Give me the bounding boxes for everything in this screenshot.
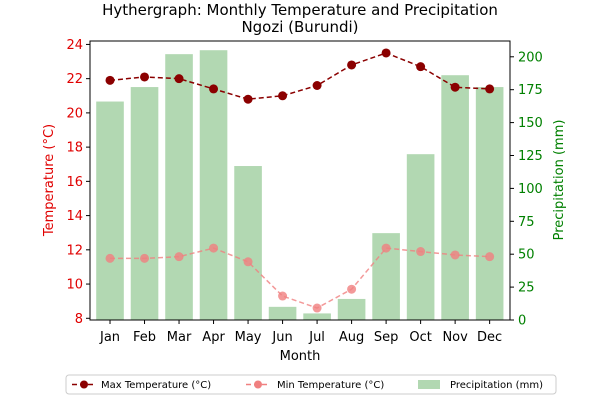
legend-min-label: Min Temperature (°C) <box>277 380 384 391</box>
x-tick-label: Mar <box>167 330 192 345</box>
x-tick-label: Oct <box>409 330 431 345</box>
min-temp-line <box>110 247 490 309</box>
max-temp-point <box>450 82 460 92</box>
y-axis-right-label: Precipitation (mm) <box>552 120 567 241</box>
min-temp-point <box>140 253 150 263</box>
y-right-tick-label: 125 <box>518 149 543 164</box>
max-temp-point <box>381 48 391 58</box>
x-tick-label: May <box>235 330 262 345</box>
temperature-lines <box>105 48 495 313</box>
y-left-tick-label: 10 <box>66 278 83 293</box>
y-right-tick-label: 100 <box>518 182 543 197</box>
max-temp-point <box>105 75 115 85</box>
y-left-tick-label: 20 <box>66 106 83 121</box>
x-tick-label: Jun <box>271 330 292 345</box>
x-tick-label: Dec <box>477 330 502 345</box>
legend-min-marker <box>254 380 262 389</box>
precip-bar <box>406 154 435 320</box>
y-left-tick-label: 24 <box>66 38 83 53</box>
min-temp-point <box>312 303 322 313</box>
precip-bar <box>337 298 366 320</box>
min-temp-point <box>174 252 184 262</box>
min-temp-point <box>278 291 288 301</box>
y-left-tick-label: 14 <box>66 209 83 224</box>
precip-bar <box>303 313 331 320</box>
min-temp-point <box>209 243 219 253</box>
y-left-tick-label: 22 <box>66 72 83 87</box>
max-temp-point <box>243 94 253 104</box>
min-temp-point <box>416 247 426 257</box>
precip-bar <box>441 75 469 320</box>
chart-title-line1: Hythergraph: Monthly Temperature and Pre… <box>102 1 498 19</box>
max-temp-point <box>416 62 426 72</box>
min-temp-point <box>381 243 391 253</box>
precip-bar <box>130 87 159 321</box>
x-tick-label: Feb <box>133 330 156 345</box>
precip-bar <box>268 306 297 320</box>
y-right-tick-label: 150 <box>518 116 543 131</box>
min-temp-point <box>347 284 357 294</box>
y-axis-right: 0 25 50 75 100 125 150 175 200 <box>510 50 543 329</box>
y-axis-left-label: Temperature (°C) <box>42 124 57 237</box>
y-right-tick-label: 75 <box>518 215 535 230</box>
x-tick-label: Aug <box>339 330 364 345</box>
min-temp-point <box>450 250 460 260</box>
precip-bar <box>475 87 504 321</box>
min-temp-point <box>243 257 253 267</box>
max-temp-line <box>109 52 490 100</box>
precip-bar <box>96 101 124 320</box>
precip-bar <box>199 50 228 320</box>
legend-max-marker <box>80 380 88 389</box>
precip-bar <box>165 54 193 321</box>
y-left-tick-label: 8 <box>75 312 83 327</box>
x-tick-label: Jul <box>308 330 325 345</box>
y-right-tick-label: 25 <box>518 281 535 296</box>
max-temp-point <box>485 84 495 94</box>
y-right-tick-label: 50 <box>518 248 535 263</box>
y-left-tick-label: 16 <box>66 175 83 190</box>
legend-precip-label: Precipitation (mm) <box>450 380 543 391</box>
chart-title-line2: Ngozi (Burundi) <box>241 18 358 36</box>
y-left-tick-label: 18 <box>66 141 83 156</box>
y-right-tick-label: 0 <box>518 314 526 329</box>
x-axis: Jan Feb Mar Apr May Jun Jul Aug Sep Oct Nov Dec <box>99 320 502 345</box>
legend-precip-swatch <box>418 380 440 389</box>
min-temp-point <box>105 253 115 263</box>
max-temp-point <box>174 74 184 84</box>
legend-max-label: Max Temperature (°C) <box>101 380 211 391</box>
precipitation-bars <box>96 50 504 321</box>
y-axis-left: 8 10 12 14 16 18 20 22 24 <box>66 38 90 327</box>
legend-frame <box>65 374 557 395</box>
max-temp-point <box>278 91 288 101</box>
max-temp-point <box>312 81 322 91</box>
min-temp-point <box>485 252 495 262</box>
y-left-tick-label: 12 <box>66 243 83 258</box>
precip-bar <box>234 166 262 320</box>
x-tick-label: Nov <box>442 330 468 345</box>
legend: Max Temperature (°C) Min Temperature (°C… <box>65 374 557 395</box>
x-tick-label: Apr <box>202 330 225 345</box>
x-tick-label: Sep <box>374 330 399 345</box>
max-temp-point <box>140 72 150 82</box>
max-temp-point <box>209 84 219 94</box>
y-right-tick-label: 200 <box>518 50 543 65</box>
x-axis-label: Month <box>280 349 321 364</box>
x-tick-label: Jan <box>99 330 120 345</box>
max-temp-point <box>347 60 357 70</box>
y-right-tick-label: 175 <box>518 83 543 98</box>
plot-frame <box>89 40 511 321</box>
